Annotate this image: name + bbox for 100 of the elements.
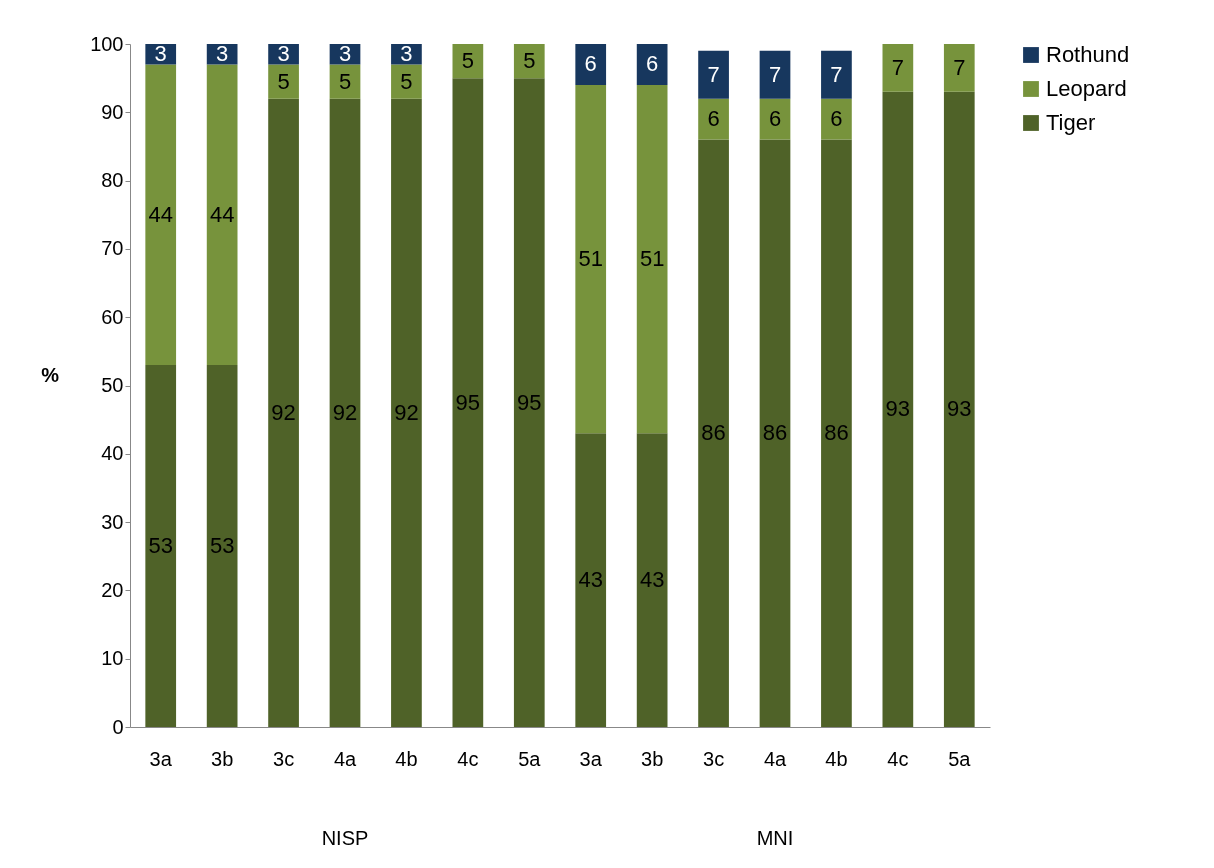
bar: [145, 365, 177, 727]
x-tick-label: 3a: [579, 747, 603, 770]
y-tick-label: 0: [112, 715, 124, 738]
y-tick-label: 30: [101, 510, 124, 533]
data-label: 3: [277, 41, 290, 67]
data-label: 53: [209, 533, 235, 559]
bar: [513, 44, 545, 79]
bar: [698, 139, 729, 727]
bar: [882, 91, 914, 727]
y-tick-label: 10: [101, 647, 124, 670]
x-tick-label: 3c: [703, 747, 725, 770]
bar: [821, 139, 852, 727]
data-label: 6: [584, 51, 597, 77]
data-label: 3: [338, 41, 352, 67]
data-label: 6: [830, 106, 843, 132]
data-label: 43: [639, 567, 665, 593]
data-label: 93: [885, 396, 911, 422]
bar: [636, 433, 668, 727]
x-tick-label: 4b: [825, 747, 848, 770]
data-label: 7: [830, 61, 843, 87]
data-label: 7: [891, 54, 904, 80]
bar: [268, 64, 299, 99]
bar: [636, 84, 668, 434]
bar: [575, 44, 607, 85]
bar: [821, 98, 852, 140]
legend-label: Rothund: [1046, 42, 1130, 67]
x-tick-label: 5a: [948, 747, 972, 770]
bar: [698, 50, 729, 99]
bar: [206, 365, 238, 727]
bar: [268, 98, 299, 727]
data-label: 5: [277, 68, 290, 94]
data-label: 92: [332, 399, 358, 425]
data-label: 5: [400, 68, 413, 94]
bar: [943, 44, 975, 92]
bar: [206, 64, 238, 366]
data-label: 5: [523, 48, 536, 74]
text: MNI: [756, 827, 794, 849]
bar: [391, 64, 422, 99]
data-label: 86: [824, 420, 849, 446]
x-tick-label: 5a: [518, 747, 542, 770]
data-label: 93: [947, 396, 972, 422]
data-label: 86: [701, 420, 726, 446]
data-label: 7: [953, 54, 966, 80]
legend-label: Leopard: [1046, 76, 1127, 101]
bar: [636, 44, 668, 85]
data-label: 43: [578, 567, 603, 593]
x-tick-label: 4c: [457, 747, 479, 770]
x-tick-label: 4c: [887, 747, 909, 770]
bar: [329, 64, 361, 99]
x-tick-label: 3a: [149, 747, 173, 770]
legend-label: Tiger: [1046, 110, 1096, 135]
data-label: 6: [768, 106, 782, 132]
text: NISP: [321, 827, 369, 849]
data-label: 92: [394, 399, 419, 425]
data-label: 6: [707, 106, 720, 132]
bar: [759, 139, 791, 727]
data-label: 7: [707, 61, 720, 87]
x-tick-label: 4b: [395, 747, 418, 770]
data-label: 95: [455, 389, 481, 415]
bar: [759, 50, 791, 99]
y-tick-label: 40: [101, 442, 124, 465]
x-tick-label: 3b: [641, 747, 664, 770]
y-tick-label: 100: [90, 32, 124, 55]
data-label: 7: [768, 61, 782, 87]
y-tick-label: 20: [101, 578, 124, 601]
data-label: 5: [338, 68, 352, 94]
bar: [943, 91, 975, 727]
y-tick-label: 60: [101, 305, 124, 328]
data-label: 51: [578, 246, 603, 272]
bar: [821, 50, 852, 99]
y-tick-label: 70: [101, 237, 124, 260]
bar: [575, 433, 607, 727]
data-label: 5: [461, 48, 474, 74]
bar: [452, 78, 484, 727]
data-label: 3: [216, 41, 229, 67]
x-tick-label: 4a: [763, 747, 787, 770]
bar: [698, 98, 729, 140]
y-tick-label: 90: [101, 100, 124, 123]
data-label: 92: [271, 399, 296, 425]
x-tick-label: 4a: [333, 747, 357, 770]
y-tick-label: 50: [101, 374, 124, 396]
data-label: 3: [400, 41, 413, 67]
data-label: 44: [209, 201, 235, 227]
bar: [329, 98, 361, 727]
data-label: 6: [646, 51, 659, 77]
x-tick-label: 3b: [211, 747, 234, 770]
x-tick-label: 3c: [273, 747, 295, 770]
y-axis-title: %: [41, 364, 60, 386]
data-label: 3: [154, 41, 167, 67]
data-label: 44: [148, 201, 173, 227]
bar: [391, 98, 422, 727]
bar: [513, 78, 545, 727]
data-label: 95: [517, 389, 542, 415]
y-tick-label: 80: [101, 169, 124, 192]
bar: [882, 44, 914, 92]
bar: [145, 64, 177, 366]
data-label: 86: [762, 420, 788, 446]
bar: [575, 84, 607, 434]
data-label: 53: [148, 533, 173, 559]
data-label: 51: [639, 246, 665, 272]
